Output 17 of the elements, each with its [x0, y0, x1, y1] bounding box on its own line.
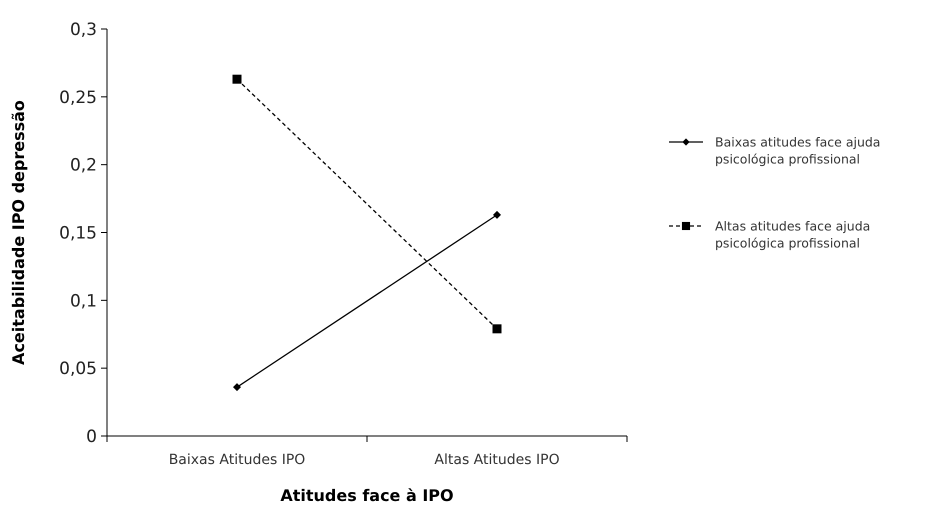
y-tick-label: 0,25 — [59, 88, 97, 108]
x-tick-label: Altas Atitudes IPO — [434, 452, 560, 468]
legend-label: Altas atitudes face ajuda psicológica profissional — [715, 218, 870, 250]
legend-label: Baixas atitudes face ajuda psicológica profissional — [715, 134, 880, 166]
y-tick-label: 0,1 — [70, 291, 97, 312]
x-axis-title: Atitudes face à IPO — [280, 486, 454, 505]
y-tick-label: 0,3 — [70, 20, 97, 40]
y-tick-label: 0,05 — [59, 359, 97, 380]
x-tick-label: Baixas Atitudes IPO — [168, 452, 306, 468]
y-tick-label: 0,15 — [59, 223, 97, 244]
point — [492, 324, 502, 334]
y-axis-title: Aceitabilidade IPO depressão — [9, 100, 28, 365]
point — [232, 74, 242, 84]
point — [233, 383, 241, 392]
y-tick-label: 0,2 — [70, 156, 97, 176]
y-tick-label: 0 — [86, 426, 97, 447]
point — [493, 210, 501, 219]
